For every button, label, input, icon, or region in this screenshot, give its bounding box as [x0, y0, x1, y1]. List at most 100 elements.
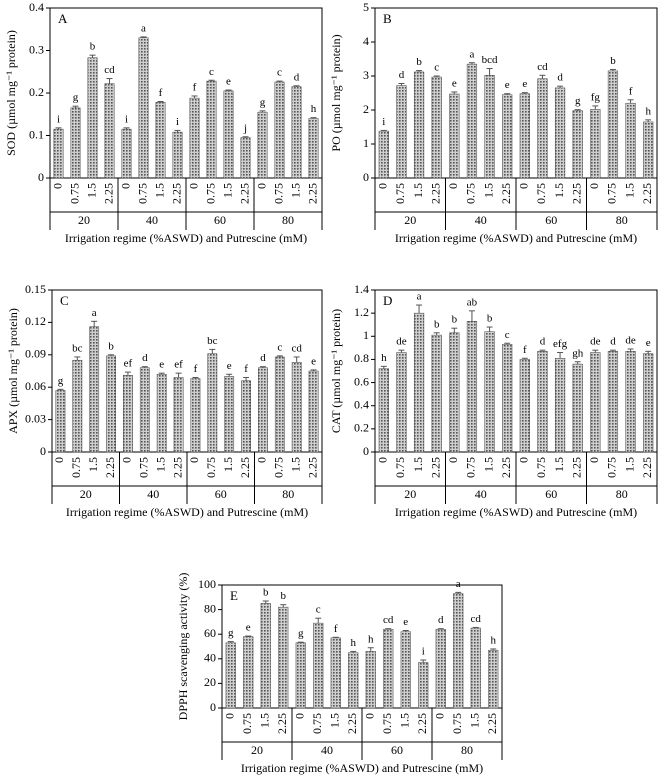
x-tick-label: 2.25	[415, 713, 429, 734]
group-label: 20	[80, 487, 92, 501]
significance-letter: e	[505, 79, 510, 91]
x-tick-label: 0.75	[137, 457, 151, 478]
significance-letter: b	[452, 314, 458, 326]
group-label: 40	[321, 743, 333, 757]
significance-letter: de	[590, 336, 601, 348]
x-tick-label: 0.75	[605, 457, 619, 478]
x-tick-label: 1.5	[84, 183, 98, 198]
significance-letter: bcd	[482, 54, 498, 66]
y-tick-label: 0	[363, 170, 369, 184]
x-tick-label: 1.5	[552, 457, 566, 472]
bar	[223, 90, 234, 179]
panel-label: C	[60, 293, 69, 308]
significance-letter: g	[260, 96, 266, 108]
significance-letter: d	[294, 71, 300, 83]
y-axis-label: CAT (µmol mg⁻¹ protein)	[329, 309, 343, 433]
y-tick-label: 0	[38, 170, 44, 184]
x-tick-label: 2.25	[485, 713, 499, 734]
bar	[70, 107, 81, 179]
significance-letter: bc	[72, 342, 83, 354]
y-axis-label: APX (µmol mg⁻¹ protein)	[6, 308, 20, 434]
bar	[291, 86, 302, 179]
significance-letter: cd	[291, 342, 302, 354]
significance-letter: c	[316, 604, 321, 616]
bar	[537, 351, 548, 453]
x-tick-label: 0	[186, 183, 200, 189]
significance-letter: c	[434, 62, 439, 74]
significance-letter: fg	[591, 91, 601, 103]
y-tick-label: 0.6	[354, 374, 369, 388]
bar	[488, 649, 499, 709]
bar	[453, 593, 464, 709]
y-axis-label: SOD (µmol mg⁻¹ protein)	[4, 30, 18, 156]
x-tick-label: 0	[52, 457, 66, 463]
bar	[308, 118, 319, 179]
x-tick-label: 0.75	[464, 457, 478, 478]
significance-letter: d	[610, 336, 616, 348]
x-tick-label: 2.25	[428, 457, 442, 478]
significance-letter: gh	[572, 347, 584, 359]
x-tick-label: 0.75	[135, 183, 149, 204]
significance-letter: i	[382, 116, 385, 128]
significance-letter: g	[298, 628, 304, 640]
group-label: 40	[475, 213, 487, 227]
x-tick-label: 0.75	[67, 183, 81, 204]
bar	[470, 627, 481, 709]
significance-letter: a	[141, 22, 146, 34]
x-tick-label: 0.75	[393, 183, 407, 204]
bar	[466, 63, 478, 179]
x-axis-label: Irrigation regime (%ASWD) and Putrescine…	[66, 505, 308, 519]
x-tick-label: 1.5	[481, 183, 495, 198]
x-tick-label: 0.75	[69, 457, 83, 478]
group-label: 20	[251, 743, 263, 757]
y-tick-label: 2	[363, 102, 369, 116]
significance-letter: e	[522, 78, 527, 90]
bar	[435, 629, 446, 709]
bar	[449, 332, 460, 453]
significance-letter: h	[368, 633, 374, 645]
group-label: 60	[214, 213, 226, 227]
significance-letter: e	[452, 78, 457, 90]
bar	[378, 368, 389, 453]
x-tick-label: 0	[587, 457, 601, 463]
x-tick-label: 0	[376, 183, 390, 189]
bar	[278, 606, 289, 709]
panel-label: D	[383, 293, 392, 308]
bar	[400, 631, 411, 709]
bar	[139, 367, 150, 453]
significance-letter: f	[523, 344, 527, 356]
x-tick-label: 0.75	[240, 713, 254, 734]
bar	[365, 651, 376, 709]
bar	[258, 367, 268, 453]
y-tick-label: 0.1	[29, 127, 44, 141]
significance-letter: de	[625, 335, 636, 347]
x-tick-label: 1.5	[221, 457, 235, 472]
significance-letter: i	[57, 113, 60, 125]
bar	[207, 353, 218, 453]
bar	[537, 78, 548, 179]
y-tick-label: 0.06	[25, 379, 46, 393]
significance-letter: a	[456, 578, 461, 590]
significance-letter: e	[226, 76, 231, 88]
x-tick-label: 2.25	[640, 183, 654, 204]
bar	[260, 603, 271, 709]
significance-letter: a	[417, 291, 422, 303]
significance-letter: d	[142, 352, 148, 364]
significance-letter: cd	[383, 614, 394, 626]
x-tick-label: 0.75	[393, 457, 407, 478]
bar	[396, 85, 407, 179]
x-tick-label: 0.75	[605, 183, 619, 204]
significance-letter: b	[610, 55, 616, 67]
significance-letter: ef	[124, 358, 133, 370]
significance-letter: bc	[207, 335, 218, 347]
x-tick-label: 0	[446, 183, 460, 189]
bar	[224, 376, 235, 453]
significance-letter: e	[159, 359, 164, 371]
significance-letter: ab	[467, 296, 478, 308]
significance-letter: e	[227, 360, 232, 372]
x-axis-label: Irrigation regime (%ASWD) and Putrescine…	[65, 231, 307, 245]
x-tick-label: 1.5	[622, 183, 636, 198]
significance-letter: h	[491, 634, 497, 646]
y-tick-label: 0.2	[354, 421, 369, 435]
